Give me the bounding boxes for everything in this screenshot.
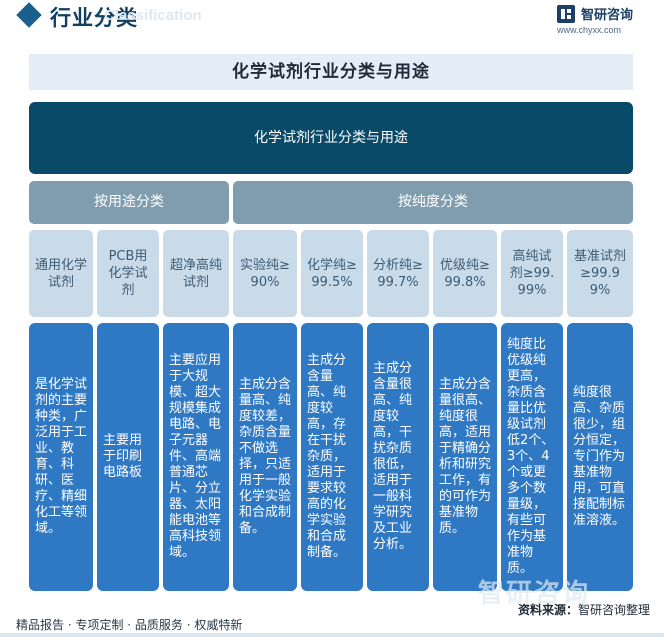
- diagram-title: 化学试剂行业分类与用途: [29, 54, 633, 90]
- brand-url: www.chyxx.com: [557, 25, 622, 35]
- bottom-bar: [0, 633, 664, 637]
- description-analytical-reagent: 主成分含量很高、纯度较高，干扰杂质很低，适用于一般科学研究及工业分析。: [367, 323, 429, 591]
- category-guaranteed-reagent: 优级纯≥99.8%: [433, 230, 497, 317]
- section-title: 行业分类: [50, 6, 138, 30]
- footer-source: 资料来源：智研咨询整理: [518, 601, 650, 618]
- category-reference-reagent: 基准试剂≥99.99%: [567, 230, 633, 317]
- group-by-purity: 按纯度分类: [233, 181, 633, 224]
- brand-name: 智研咨询: [581, 8, 634, 23]
- root-node: 化学试剂行业分类与用途: [29, 102, 633, 174]
- footer-tagline: 精品报告 · 专项定制 · 品质服务 · 权威特新: [16, 618, 243, 632]
- description-high-purity-reagent: 纯度比优级纯更高，杂质含量比优级试剂低2个、3个、4个或更多个数量级，有些可作为…: [501, 323, 563, 591]
- watermark: 智研咨询: [478, 579, 591, 609]
- category-pcb-reagent: PCB用化学试剂: [97, 230, 159, 317]
- brand: 智研咨询 www.chyxx.com: [557, 3, 652, 35]
- category-high-purity-reagent: 高纯试剂≥99.99%: [501, 230, 563, 317]
- description-general-reagent: 是化学试剂的主要种类，广泛用于工业、教育、科研、医疗、精细化工等领域。: [29, 323, 93, 591]
- category-analytical-reagent: 分析纯≥99.7%: [367, 230, 429, 317]
- description-guaranteed-reagent: 主成分含量很高、纯度很高，适用于精确分析和研究工作，有的可作为基准物质。: [433, 323, 497, 591]
- source-value: 智研咨询整理: [577, 603, 650, 617]
- source-label: 资料来源：: [517, 603, 578, 617]
- description-reference-reagent: 纯度很高、杂质很少，组分恒定，专门作为基准物用，可直接配制标准溶液。: [567, 323, 633, 591]
- diamond-icon: [16, 2, 42, 28]
- section-header: 行业分类 Classification 智研咨询 www.chyxx.com: [0, 0, 664, 36]
- group-by-usage: 按用途分类: [29, 181, 229, 224]
- category-lab-grade: 实验纯≥90%: [233, 230, 297, 317]
- category-ultra-pure-reagent: 超净高纯试剂: [163, 230, 229, 317]
- description-chemically-pure: 主成分含量高、纯度较高，存在干扰杂质，适用于要求较高的化学实验和合成制备。: [301, 323, 363, 591]
- category-general-reagent: 通用化学试剂: [29, 230, 93, 317]
- description-lab-grade: 主成分含量高、纯度较差，杂质含量不做选择，只适用于一般化学实验和合成制备。: [233, 323, 297, 591]
- brand-logo-icon: [557, 5, 575, 23]
- section-title-english: Classification: [104, 7, 202, 24]
- description-ultra-pure-reagent: 主要应用于大规模、超大规模集成电路、电子元器件、高端普通芯片、分立器、太阳能电池…: [163, 323, 229, 591]
- category-chemically-pure: 化学纯≥99.5%: [301, 230, 363, 317]
- description-pcb-reagent: 主要用于印刷电路板: [97, 323, 159, 591]
